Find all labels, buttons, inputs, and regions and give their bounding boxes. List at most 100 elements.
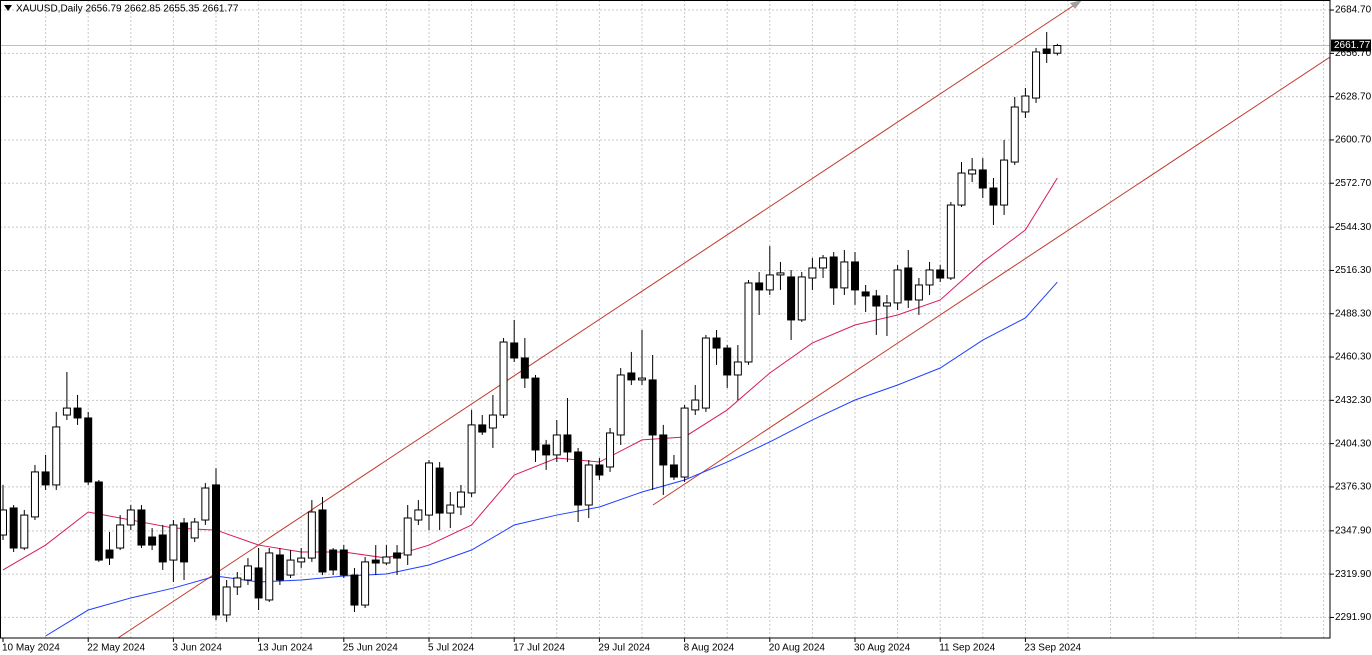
moving-average (45, 281, 1058, 637)
moving-average (2, 177, 1058, 571)
candle-body (808, 267, 817, 279)
x-tick-label: 23 Sep 2024 (1024, 643, 1081, 654)
candle-body (1042, 48, 1051, 55)
candle-body (212, 484, 220, 616)
candle-body (829, 256, 838, 289)
candle-body (318, 509, 327, 573)
candle-body (456, 491, 465, 508)
candle-body (52, 426, 61, 486)
y-tick-label: 2432.30 (1335, 395, 1372, 406)
candle-body (819, 257, 828, 269)
candle-body (403, 517, 412, 556)
chart-title: XAUUSD,Daily 2656.79 2662.85 2655.35 266… (16, 4, 239, 15)
candle-body (243, 565, 252, 581)
candle-body (62, 407, 71, 416)
candle-body (307, 511, 316, 559)
y-tick-label: 2572.70 (1335, 178, 1372, 189)
candle-body (137, 509, 146, 546)
last-price-label: 2661.77 (1334, 40, 1371, 51)
candle-body (222, 586, 231, 616)
candle-body (169, 524, 178, 561)
candle-body (371, 559, 380, 564)
candle-body (574, 451, 583, 506)
y-tick-label: 2404.30 (1335, 438, 1372, 449)
candle-body (339, 549, 348, 576)
candle-body (712, 337, 721, 349)
candle-body (190, 521, 199, 539)
candle-body (180, 522, 189, 563)
x-tick-label: 13 Jun 2024 (258, 643, 313, 654)
candle-body (946, 204, 955, 279)
y-tick-label: 2347.90 (1335, 525, 1372, 536)
frame (0, 0, 1331, 639)
candle-body (254, 567, 263, 599)
candle-body (723, 347, 732, 376)
candle-body (552, 434, 561, 456)
candle-body (20, 514, 29, 549)
header-icon (4, 5, 12, 11)
candle-body (744, 282, 753, 363)
candle-body (1000, 159, 1009, 206)
candle-body (882, 302, 891, 307)
candle-body (563, 434, 572, 453)
candle-body (361, 561, 370, 606)
y-tick-label: 2684.70 (1335, 5, 1372, 16)
candle-body (488, 414, 497, 429)
candle-body (275, 554, 284, 581)
candle-body (73, 407, 82, 419)
candle-body (787, 276, 796, 321)
candle-body (584, 464, 593, 506)
candle-body (1010, 106, 1019, 163)
candle-body (531, 377, 540, 451)
candle-body (425, 462, 433, 516)
y-tick-label: 2656.70 (1335, 48, 1372, 59)
y-tick-label: 2488.30 (1335, 308, 1372, 319)
candle-body (233, 577, 242, 588)
candle-body (446, 504, 455, 514)
x-tick-label: 25 Jun 2024 (343, 643, 398, 654)
candle-body (691, 399, 700, 411)
y-tick-label: 2319.90 (1335, 569, 1372, 580)
candle-body (382, 556, 391, 564)
candle-body (265, 552, 274, 601)
candle-body (148, 536, 157, 546)
candle-body (627, 372, 636, 381)
candle-body (30, 471, 39, 518)
candle-body (776, 272, 785, 276)
candle-body (126, 509, 135, 526)
candle-body (648, 379, 657, 436)
candle-body (393, 552, 402, 559)
x-tick-label: 22 May 2024 (87, 643, 145, 654)
candle-body (701, 337, 710, 409)
candle-body (286, 559, 295, 576)
candle-body (499, 341, 508, 416)
candle-body (542, 444, 551, 456)
y-tick-label: 2291.90 (1335, 612, 1372, 623)
candle-body (616, 374, 625, 436)
candle-body (936, 269, 945, 279)
candle-body (914, 284, 923, 301)
x-tick-label: 20 Aug 2024 (769, 643, 826, 654)
candle-body (9, 507, 18, 549)
candle-body (520, 357, 529, 379)
candle-body (840, 261, 849, 289)
candle-body (978, 169, 987, 189)
candle-body (84, 417, 93, 483)
candle-body (297, 557, 306, 563)
candle-body (638, 377, 646, 381)
candle-body (797, 276, 806, 321)
candle-body (158, 534, 167, 563)
candle-body (659, 434, 668, 466)
x-tick-label: 3 Jun 2024 (172, 643, 222, 654)
y-tick-label: 2628.70 (1335, 91, 1372, 102)
candle-body (904, 267, 913, 301)
candle-body (478, 424, 487, 433)
x-tick-label: 17 Jul 2024 (513, 643, 565, 654)
trend-arrow (1070, 0, 1082, 9)
candle-body (467, 424, 476, 494)
candle-body (861, 291, 870, 297)
x-tick-label: 5 Jul 2024 (428, 643, 475, 654)
candle-body (116, 524, 125, 549)
